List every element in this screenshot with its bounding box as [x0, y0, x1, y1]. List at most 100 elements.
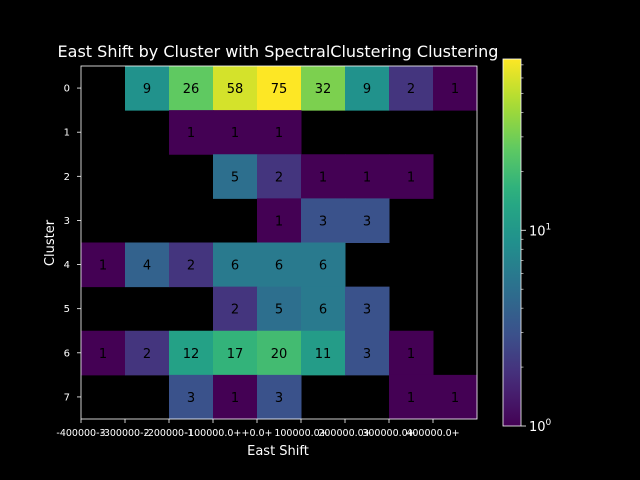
cell-value-label: 1: [363, 170, 371, 185]
y-tick-label: 0: [64, 84, 70, 95]
heatmap-cell: [345, 330, 390, 376]
heatmap-cell: [389, 154, 434, 199]
cell-value-label: 1: [275, 214, 283, 229]
heatmap-cell: [301, 198, 346, 243]
cell-value-label: 3: [363, 214, 371, 229]
cell-value-label: 1: [275, 126, 283, 141]
cell-value-label: 4: [143, 259, 151, 274]
cell-value-label: 1: [451, 82, 459, 97]
cell-value-label: 6: [231, 259, 239, 274]
cell-value-label: 3: [319, 214, 327, 229]
x-axis-label: East Shift: [247, 444, 309, 459]
heatmap-cell: [125, 242, 170, 288]
y-tick-label: 2: [64, 172, 70, 183]
heatmap-cell: [257, 286, 302, 332]
colorbar-tick-label: 101: [529, 222, 551, 239]
heatmap-cell: [433, 374, 478, 420]
heatmap-cell: [125, 330, 170, 376]
x-tick-label: -200000-1: [144, 428, 193, 439]
cell-value-label: 1: [407, 170, 415, 185]
plot-frame: [80, 65, 478, 420]
cell-value-label: 12: [183, 347, 200, 362]
heatmap-cell: [345, 66, 390, 111]
y-tick-label: 4: [64, 260, 70, 271]
cell-value-label: 11: [315, 347, 332, 362]
colorbar: 100 101: [502, 58, 552, 435]
cell-value-label: 1: [319, 170, 327, 185]
heatmap-cell: [169, 110, 214, 155]
x-tick-label: -400000-3: [56, 428, 105, 439]
heatmap-cell: [213, 154, 258, 199]
y-axis-label: Cluster: [43, 219, 58, 266]
cell-value-label: 1: [187, 126, 195, 141]
cell-value-label: 2: [231, 303, 239, 318]
y-tick-label: 7: [64, 392, 70, 403]
heatmap-cell: [125, 66, 170, 111]
cell-value-label: 5: [231, 170, 239, 185]
heatmap-cell: [433, 66, 478, 111]
cell-value-label: 26: [183, 82, 200, 97]
cell-value-label: 17: [227, 347, 244, 362]
heatmap-cell: [81, 242, 126, 288]
cell-value-label: 3: [275, 391, 283, 406]
heatmap-cell: [257, 330, 302, 376]
heatmap-cell: [169, 330, 214, 376]
x-tick-label: 100000.0+: [274, 428, 327, 439]
cell-value-label: 3: [363, 303, 371, 318]
heatmap-cell: [301, 242, 346, 288]
cell-value-label: 32: [315, 82, 332, 97]
cell-value-label: 1: [231, 126, 239, 141]
cell-value-label: 2: [275, 170, 283, 185]
chart-title: East Shift by Cluster with SpectralClust…: [58, 42, 499, 61]
heatmap-cell: [257, 242, 302, 288]
heatmap-cell: [213, 286, 258, 332]
cell-value-label: 2: [143, 347, 151, 362]
cell-value-label: 3: [363, 347, 371, 362]
cell-value-label: 9: [143, 82, 151, 97]
heatmap-cell: [257, 154, 302, 199]
heatmap-cell: [301, 330, 346, 376]
heatmap-cell: [213, 242, 258, 288]
y-tick-label: 1: [64, 128, 70, 139]
cell-value-label: 58: [227, 82, 244, 97]
x-tick-label: 400000.0+: [406, 428, 459, 439]
heatmap-cell: [257, 374, 302, 420]
heatmap-axes: 01234567-400000-3-300000-2-200000-1-1000…: [56, 65, 478, 439]
cell-value-label: 75: [271, 82, 288, 97]
heatmap-cell: [301, 154, 346, 199]
cell-value-label: 2: [187, 259, 195, 274]
cell-value-label: 1: [451, 391, 459, 406]
y-tick-label: 5: [64, 304, 70, 315]
cell-value-label: 1: [231, 391, 239, 406]
colorbar-gradient: [502, 58, 522, 427]
cell-value-label: 1: [407, 391, 415, 406]
heatmap-cell: [81, 330, 126, 376]
cell-value-label: 6: [275, 259, 283, 274]
cell-value-label: 1: [407, 347, 415, 362]
heatmap-cell: [169, 242, 214, 288]
y-tick-label: 6: [64, 348, 70, 359]
heatmap-cell: [301, 286, 346, 332]
cell-value-label: 1: [99, 347, 107, 362]
x-tick-label: +0.0+: [241, 428, 272, 439]
x-tick-label: 300000.0+: [362, 428, 415, 439]
cell-value-label: 5: [275, 303, 283, 318]
cell-value-label: 1: [99, 259, 107, 274]
y-tick-label: 3: [64, 216, 70, 227]
heatmap-cell: [213, 66, 258, 111]
x-tick-label: 200000.0+: [318, 428, 371, 439]
x-tick-label: -300000-2: [100, 428, 149, 439]
cell-value-label: 20: [271, 347, 288, 362]
heatmap-cell: [345, 198, 390, 243]
cell-value-label: 6: [319, 259, 327, 274]
heatmap-cells: 9 26 58 75 32 9 2 11 1 15 2 1 1 11 3 31 4 2 6 6 62 5 6 31 2 12 17 2…: [81, 66, 478, 420]
heatmap-cell: [257, 110, 302, 155]
cell-value-label: 2: [407, 82, 415, 97]
heatmap-cell: [389, 330, 434, 376]
cell-value-label: 6: [319, 303, 327, 318]
cell-value-label: 9: [363, 82, 371, 97]
x-tick-label: -100000.0+: [185, 428, 242, 439]
cell-value-label: 3: [187, 391, 195, 406]
heatmap-cell: [389, 374, 434, 420]
